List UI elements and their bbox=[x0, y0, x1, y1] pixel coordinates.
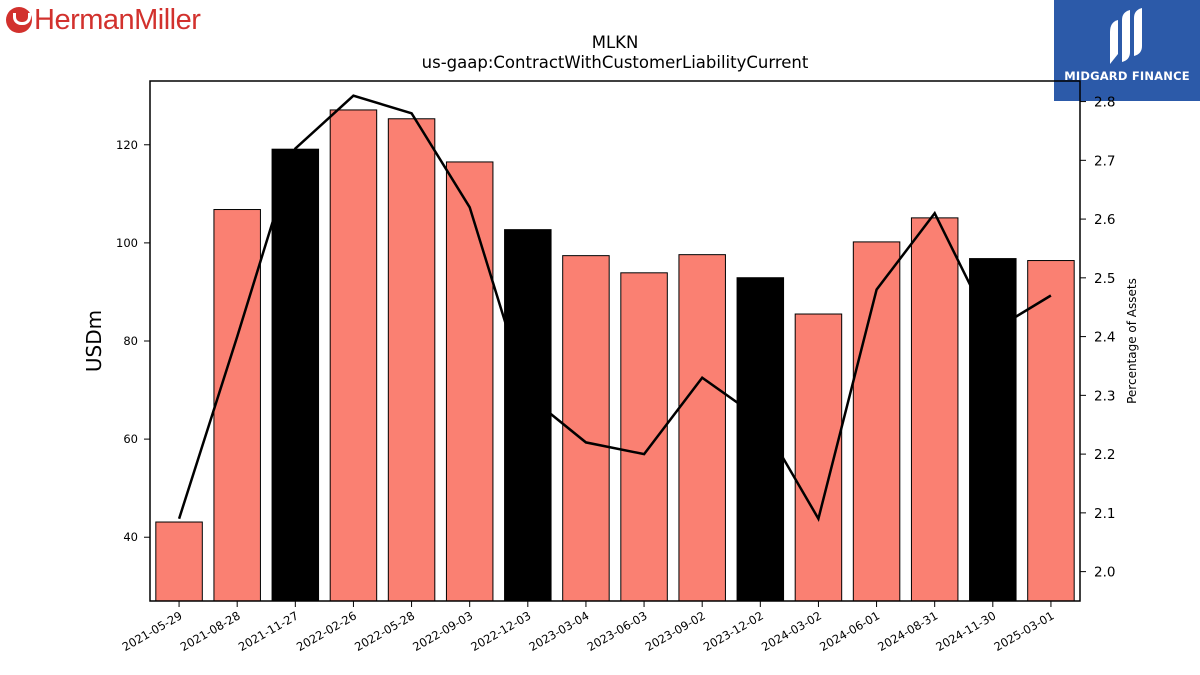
herman-miller-mark-icon bbox=[6, 7, 32, 33]
y-tick-label-100: 100 bbox=[116, 236, 138, 250]
x-tick-label-2024-06-01: 2024-06-01 bbox=[817, 608, 882, 654]
x-tick-label-2024-08-31: 2024-08-31 bbox=[875, 608, 940, 654]
y-tick-label-40: 40 bbox=[123, 530, 138, 544]
bar-2021-11-27 bbox=[271, 148, 320, 602]
y-tick-label-120: 120 bbox=[116, 138, 138, 152]
bar-2023-12-02 bbox=[736, 277, 785, 602]
chart-title: MLKN bbox=[591, 33, 639, 52]
herman-miller-wordmark: HermanMiller bbox=[34, 3, 201, 36]
x-tick-label-2025-03-01: 2025-03-01 bbox=[992, 608, 1057, 654]
x-tick-label-2022-02-26: 2022-02-26 bbox=[294, 608, 359, 654]
y-axis-label: USDm bbox=[82, 310, 106, 372]
percentage-line bbox=[177, 94, 1052, 522]
y2-tick-label-2.8: 2.8 bbox=[1094, 95, 1115, 111]
bar-2024-11-30 bbox=[969, 258, 1017, 602]
chart-subtitle: us-gaap:ContractWithCustomerLiabilityCur… bbox=[421, 53, 809, 72]
bar-2024-06-01 bbox=[852, 241, 901, 602]
x-tick-label-2024-11-30: 2024-11-30 bbox=[933, 608, 998, 654]
x-tick-label-2023-12-02: 2023-12-02 bbox=[701, 608, 766, 654]
x-tick-label-2023-09-02: 2023-09-02 bbox=[643, 608, 708, 654]
bar-2022-12-03 bbox=[504, 229, 552, 602]
midgard-finance-wordmark: MIDGARD FINANCE bbox=[1064, 69, 1190, 83]
y2-tick-label-2: 2.0 bbox=[1094, 565, 1115, 581]
bar-2025-03-01 bbox=[1027, 260, 1075, 602]
y2-tick-label-2.1: 2.1 bbox=[1094, 506, 1115, 522]
midgard-mark-icon bbox=[1110, 8, 1142, 64]
x-tick-label-2023-03-04: 2023-03-04 bbox=[527, 608, 592, 654]
x-tick-label-2021-11-27: 2021-11-27 bbox=[236, 608, 301, 654]
y-tick-label-60: 60 bbox=[123, 432, 138, 446]
y2-tick-label-2.6: 2.6 bbox=[1094, 212, 1115, 228]
x-tick-label-2022-12-03: 2022-12-03 bbox=[468, 608, 533, 654]
y2-tick-label-2.2: 2.2 bbox=[1094, 447, 1115, 463]
bar-2023-09-02 bbox=[678, 254, 726, 602]
herman-miller-logo: HermanMiller bbox=[6, 2, 201, 38]
x-tick-label-2023-06-03: 2023-06-03 bbox=[585, 608, 650, 654]
bar-2021-08-28 bbox=[213, 209, 261, 602]
x-tick-label-2022-05-28: 2022-05-28 bbox=[352, 608, 417, 654]
y2-tick-label-2.3: 2.3 bbox=[1094, 388, 1115, 404]
bar-2024-08-31 bbox=[910, 217, 959, 602]
y2-tick-label-2.5: 2.5 bbox=[1094, 271, 1115, 287]
y2-axis-label: Percentage of Assets bbox=[1125, 278, 1139, 404]
y2-tick-label-2.4: 2.4 bbox=[1094, 330, 1115, 346]
bar-2022-02-26 bbox=[329, 109, 378, 602]
bar-2022-09-03 bbox=[445, 161, 494, 602]
bar-2022-05-28 bbox=[387, 118, 436, 602]
midgard-finance-logo: MIDGARD FINANCE bbox=[1054, 0, 1200, 101]
x-tick-label-2024-03-02: 2024-03-02 bbox=[759, 608, 824, 654]
x-tick-label-2021-05-29: 2021-05-29 bbox=[120, 608, 185, 654]
x-tick-label-2021-08-28: 2021-08-28 bbox=[178, 608, 243, 654]
bar-2023-06-03 bbox=[620, 272, 668, 602]
x-tick-label-2022-09-03: 2022-09-03 bbox=[410, 608, 475, 654]
y2-tick-label-2.7: 2.7 bbox=[1094, 153, 1115, 169]
y-tick-label-80: 80 bbox=[123, 334, 138, 348]
bar-2021-05-29 bbox=[155, 521, 203, 602]
